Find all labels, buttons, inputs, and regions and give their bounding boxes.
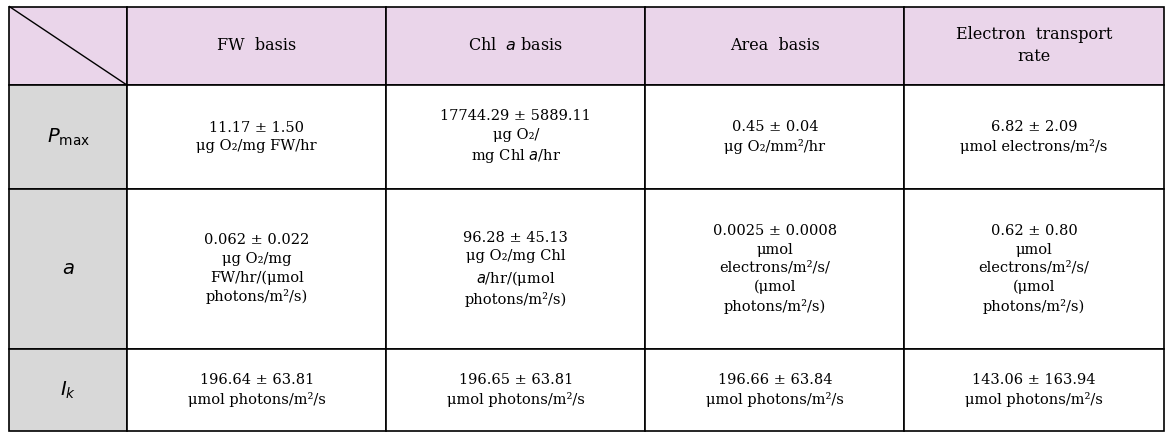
- Text: Electron  transport
rate: Electron transport rate: [956, 26, 1112, 65]
- Text: FW  basis: FW basis: [217, 37, 297, 54]
- Text: 196.64 ± 63.81
μmol photons/m²/s: 196.64 ± 63.81 μmol photons/m²/s: [188, 373, 326, 407]
- Text: 11.17 ± 1.50
μg O₂/mg FW/hr: 11.17 ± 1.50 μg O₂/mg FW/hr: [196, 121, 317, 153]
- Bar: [904, 189, 1164, 349]
- Bar: [127, 7, 386, 85]
- Text: $I_k$: $I_k$: [60, 379, 76, 401]
- Text: 0.45 ± 0.04
μg O₂/mm²/hr: 0.45 ± 0.04 μg O₂/mm²/hr: [725, 120, 826, 154]
- Bar: [9, 7, 127, 85]
- Bar: [904, 349, 1164, 431]
- Bar: [386, 7, 645, 85]
- Text: Chl  $a$ basis: Chl $a$ basis: [468, 37, 563, 54]
- Bar: [386, 189, 645, 349]
- Text: 0.62 ± 0.80
μmol
electrons/m²/s/
(μmol
photons/m²/s): 0.62 ± 0.80 μmol electrons/m²/s/ (μmol p…: [978, 224, 1090, 314]
- Text: 0.0025 ± 0.0008
μmol
electrons/m²/s/
(μmol
photons/m²/s): 0.0025 ± 0.0008 μmol electrons/m²/s/ (μm…: [713, 224, 838, 314]
- Bar: [645, 85, 904, 189]
- Text: Area  basis: Area basis: [730, 37, 820, 54]
- Text: $a$: $a$: [62, 260, 75, 278]
- Text: 96.28 ± 45.13
μg O₂/mg Chl
$a$/hr/(μmol
photons/m²/s): 96.28 ± 45.13 μg O₂/mg Chl $a$/hr/(μmol …: [463, 230, 568, 307]
- Bar: [645, 189, 904, 349]
- Bar: [645, 349, 904, 431]
- Text: 196.66 ± 63.84
μmol photons/m²/s: 196.66 ± 63.84 μmol photons/m²/s: [706, 373, 843, 407]
- Text: 6.82 ± 2.09
μmol electrons/m²/s: 6.82 ± 2.09 μmol electrons/m²/s: [961, 120, 1107, 154]
- Text: 0.062 ± 0.022
μg O₂/mg
FW/hr/(μmol
photons/m²/s): 0.062 ± 0.022 μg O₂/mg FW/hr/(μmol photo…: [204, 233, 310, 304]
- Bar: [645, 7, 904, 85]
- Bar: [9, 189, 127, 349]
- Text: $P_{\mathrm{max}}$: $P_{\mathrm{max}}$: [47, 127, 90, 148]
- Bar: [904, 7, 1164, 85]
- Bar: [127, 349, 386, 431]
- Text: 143.06 ± 163.94
μmol photons/m²/s: 143.06 ± 163.94 μmol photons/m²/s: [965, 373, 1103, 407]
- Text: 196.65 ± 63.81
μmol photons/m²/s: 196.65 ± 63.81 μmol photons/m²/s: [447, 373, 585, 407]
- Bar: [127, 189, 386, 349]
- Text: 17744.29 ± 5889.11
μg O₂/
mg Chl $a$/hr: 17744.29 ± 5889.11 μg O₂/ mg Chl $a$/hr: [440, 110, 591, 165]
- Bar: [386, 349, 645, 431]
- Bar: [904, 85, 1164, 189]
- Bar: [9, 349, 127, 431]
- Bar: [127, 85, 386, 189]
- Bar: [9, 85, 127, 189]
- Bar: [386, 85, 645, 189]
